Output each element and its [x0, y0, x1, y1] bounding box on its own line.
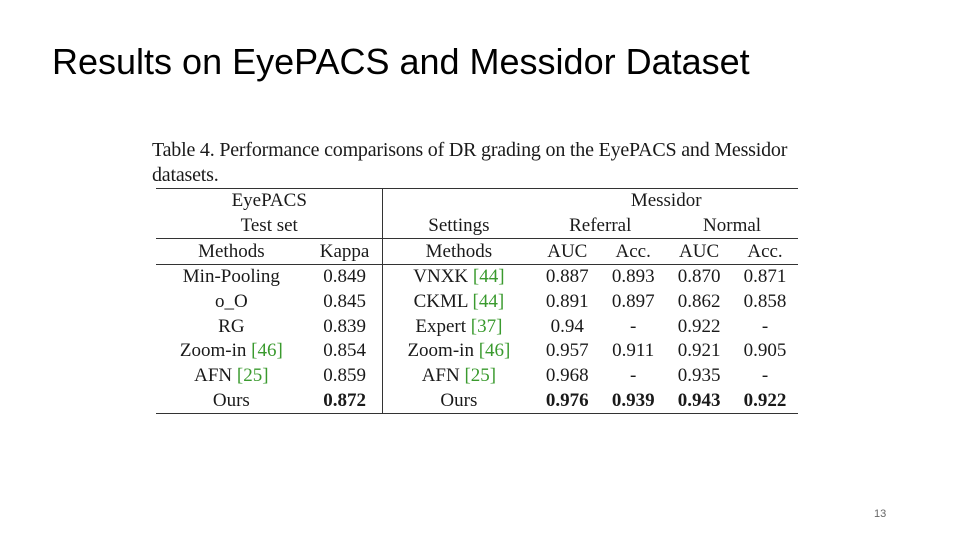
table-row: o_O 0.845 CKML [44] 0.891 0.897 0.862 0.858 [156, 289, 798, 315]
results-table: EyePACS Messidor Test set Settings Refer… [156, 187, 798, 415]
method-name: VNXK [413, 266, 469, 288]
table-row: Zoom-in [46] 0.854 Zoom-in [46] 0.957 0.911 0… [156, 339, 798, 364]
normal-auc-cell: 0.921 [677, 340, 721, 362]
referral-header: Referral [569, 215, 632, 237]
messidor-method-cell: Expert [37] [383, 314, 534, 339]
kappa-header: Kappa [306, 238, 384, 265]
method-name: AFN [194, 365, 233, 387]
messidor-method-cell: VNXK [44] [382, 264, 535, 290]
normal-acc-cell: 0.858 [743, 291, 787, 313]
kappa-cell: 0.854 [306, 339, 384, 364]
kappa-cell: 0.859 [306, 363, 384, 389]
settings-spacer [382, 187, 535, 214]
method-name: CKML [413, 291, 468, 313]
normal-auc-cell: 0.922 [677, 315, 721, 337]
testset-header: Test set [156, 213, 384, 239]
method-name: o_O [214, 291, 248, 313]
results-table-figure: Table 4. Performance comparisons of DR g… [152, 138, 802, 415]
messidor-method-cell: CKML [44] [383, 290, 534, 315]
settings-header: Settings [428, 215, 490, 237]
eyepacs-header: EyePACS [156, 187, 384, 214]
kappa-cell: 0.845 [306, 289, 384, 315]
referral-acc-cell: 0.911 [612, 340, 655, 362]
eyepacs-method-cell: o_O [156, 290, 307, 315]
citation-link[interactable]: [46] [251, 340, 283, 362]
method-name: RG [218, 315, 245, 337]
normal-acc-cell: - [761, 315, 769, 337]
normal-auc-cell: 0.870 [666, 264, 733, 290]
normal-auc-cell: 0.935 [677, 365, 721, 387]
method-name: Ours [440, 389, 478, 411]
citation-link[interactable]: [37] [470, 315, 503, 337]
table-row: Ours 0.872 Ours 0.976 0.939 0.943 0.922 [156, 388, 798, 415]
messidor-header: Messidor [534, 187, 798, 214]
table-row: AFN [25] 0.859 AFN [25] 0.968-0.935- [156, 363, 798, 389]
messidor-method-cell: AFN [25] [383, 364, 534, 389]
kappa-cell: 0.849 [306, 264, 384, 290]
normal-auc-cell: 0.943 [666, 388, 733, 415]
slide-title: Results on EyePACS and Messidor Dataset [52, 41, 750, 82]
referral-auc-cell: 0.891 [545, 291, 589, 313]
citation-link[interactable]: [25] [464, 365, 497, 387]
referral-auc-cell: 0.94 [550, 315, 584, 337]
referral-auc-cell: 0.887 [534, 264, 601, 290]
eyepacs-method-cell: Ours [156, 388, 307, 415]
citation-link[interactable]: [25] [236, 365, 269, 387]
citation-link[interactable]: [44] [472, 291, 505, 313]
page-number: 13 [874, 508, 887, 520]
kappa-cell: 0.839 [306, 314, 384, 340]
normal-acc-cell: 0.871 [732, 264, 798, 290]
messidor-method-cell: Ours [382, 388, 535, 415]
table-row: RG 0.839 Expert [37] 0.94-0.922- [156, 314, 798, 340]
method-name: Expert [415, 315, 467, 337]
citation-link[interactable]: [44] [472, 266, 505, 288]
referral-acc-cell: - [630, 365, 637, 387]
header-row-3: Methods Kappa Methods AUC Acc. AUC Acc. [156, 238, 798, 265]
referral-auc-cell: 0.957 [545, 340, 589, 362]
table-caption: Table 4. Performance comparisons of DR g… [152, 139, 788, 186]
normal-auc-header: AUC [666, 238, 733, 265]
method-name: Zoom-in [179, 340, 247, 362]
eyepacs-method-cell: AFN [25] [156, 364, 307, 389]
messidor-method-cell: Zoom-in [46] [383, 339, 534, 364]
referral-acc-cell: - [630, 315, 637, 337]
normal-acc-header: Acc. [732, 238, 798, 265]
methods-left-header: Methods [156, 238, 307, 265]
referral-auc-header: AUC [534, 238, 601, 265]
normal-acc-cell: - [761, 365, 769, 387]
referral-auc-cell: 0.968 [545, 365, 589, 387]
referral-acc-cell: 0.897 [611, 291, 655, 313]
normal-acc-cell: 0.922 [732, 388, 798, 415]
method-name: Ours [212, 389, 250, 411]
referral-acc-cell: 0.939 [600, 388, 667, 415]
eyepacs-method-cell: Zoom-in [46] [156, 339, 307, 364]
method-name: Zoom-in [407, 340, 474, 362]
kappa-cell: 0.872 [306, 388, 384, 415]
header-row-1: EyePACS Messidor [156, 187, 798, 214]
table-row: Min-Pooling 0.849 VNXK [44] 0.887 0.893 0.870… [156, 264, 798, 290]
header-row-2: Test set Settings Referral Normal [156, 213, 798, 239]
referral-auc-cell: 0.976 [534, 388, 601, 415]
referral-acc-cell: 0.893 [600, 264, 667, 290]
normal-auc-cell: 0.862 [677, 291, 721, 313]
citation-link[interactable]: [46] [478, 340, 511, 362]
eyepacs-method-cell: Min-Pooling [156, 264, 307, 290]
normal-header: Normal [703, 215, 762, 237]
referral-acc-header: Acc. [600, 238, 667, 265]
methods-right-header: Methods [382, 238, 535, 265]
method-name: Min-Pooling [182, 266, 280, 288]
method-name: AFN [421, 365, 460, 387]
eyepacs-method-cell: RG [156, 314, 307, 339]
normal-acc-cell: 0.905 [743, 340, 787, 362]
